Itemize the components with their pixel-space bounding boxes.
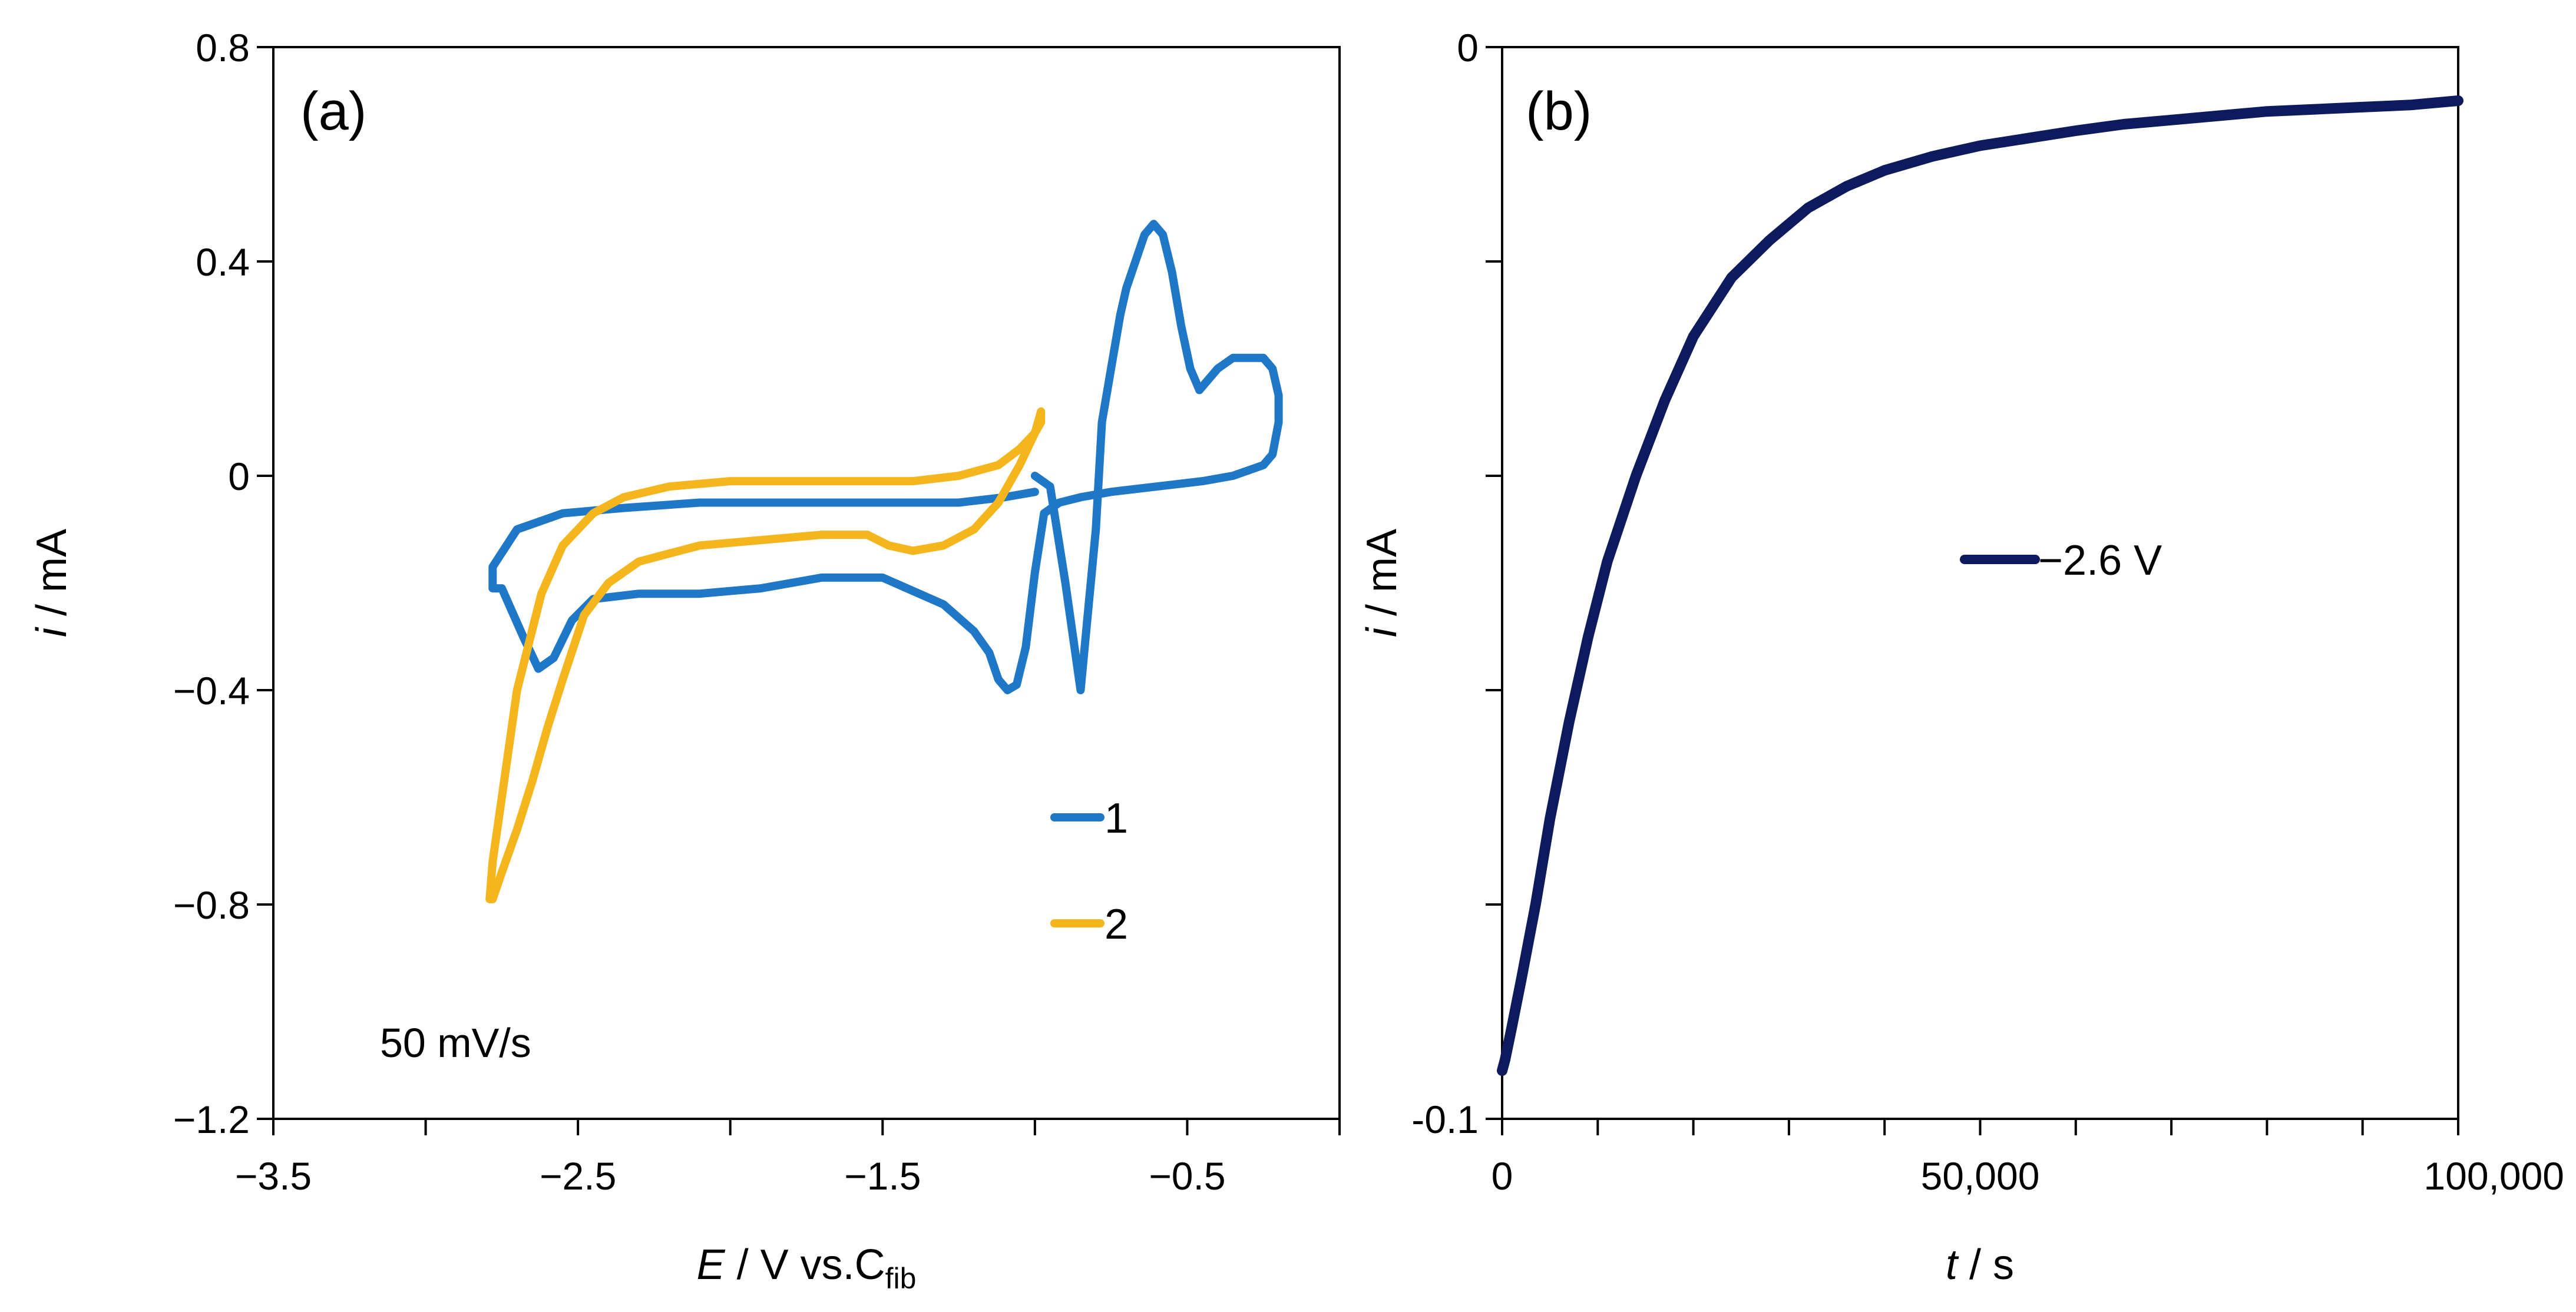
panel-a-x-axis-title: E / V vs.Cfib [697,1241,917,1295]
panel-a-y-axis-title: i / mA [28,529,75,637]
panel-a-x-ticks: −3.5 −2.5 −1.5 −0.5 [235,1119,1341,1198]
y-tick-label: −1.2 [173,1098,250,1141]
panel-b-x-ticks: 0 50,000 100,000 [1492,1119,2564,1198]
panel-b-series [1497,95,2463,1076]
panel-a-series [485,220,1283,903]
panel-a: −3.5 −2.5 −1.5 −0.5 −1.2 −0.8 −0.4 0 0.4 0.8 (a)… [28,26,1341,1295]
y-tick-label: −0.8 [173,883,250,927]
panel-b-x-axis-title: t / s [1946,1241,2014,1288]
y-tick-label: −0.4 [173,669,250,713]
panel-a-frame [272,46,1341,1120]
y-tick-label: 0.4 [196,240,250,284]
x-tick-label: −0.5 [1149,1154,1225,1198]
legend-label-minus-2-6-v: −2.6 V [2038,537,2162,584]
panel-b: 0 50,000 100,000 -0.1 0 (b) −2.6 V t / s i … [1358,26,2564,1288]
panel-a-legend: 1 2 [1050,795,1128,948]
x-tick-label: 0 [1492,1154,1513,1198]
x-tick-label: 100,000 [2423,1154,2564,1198]
x-tick-label: −1.5 [844,1154,921,1198]
legend-label-series-1: 1 [1105,795,1128,842]
series-line-2 [485,407,1046,903]
panel-b-label: (b) [1526,81,1592,141]
panel-a-y-ticks: −1.2 −0.8 −0.4 0 0.4 0.8 [173,26,273,1141]
x-tick-label: −2.5 [540,1154,616,1198]
panel-b-y-axis-title: i / mA [1358,529,1406,637]
series-line-1 [1497,95,2463,1076]
x-tick-label: −3.5 [235,1154,312,1198]
panel-b-y-ticks: -0.1 0 [1411,26,1502,1141]
y-tick-label: 0 [1457,26,1479,69]
panel-b-legend: −2.6 V [1960,537,2162,584]
legend-label-series-2: 2 [1105,901,1128,948]
y-tick-label: -0.1 [1411,1098,1479,1141]
panel-a-label: (a) [300,81,366,141]
y-tick-label: 0.8 [196,26,250,69]
y-tick-label: 0 [228,455,250,498]
series-line-1 [488,220,1283,694]
panel-a-scan-rate-annotation: 50 mV/s [380,1020,531,1066]
x-tick-label: 50,000 [1921,1154,2040,1198]
